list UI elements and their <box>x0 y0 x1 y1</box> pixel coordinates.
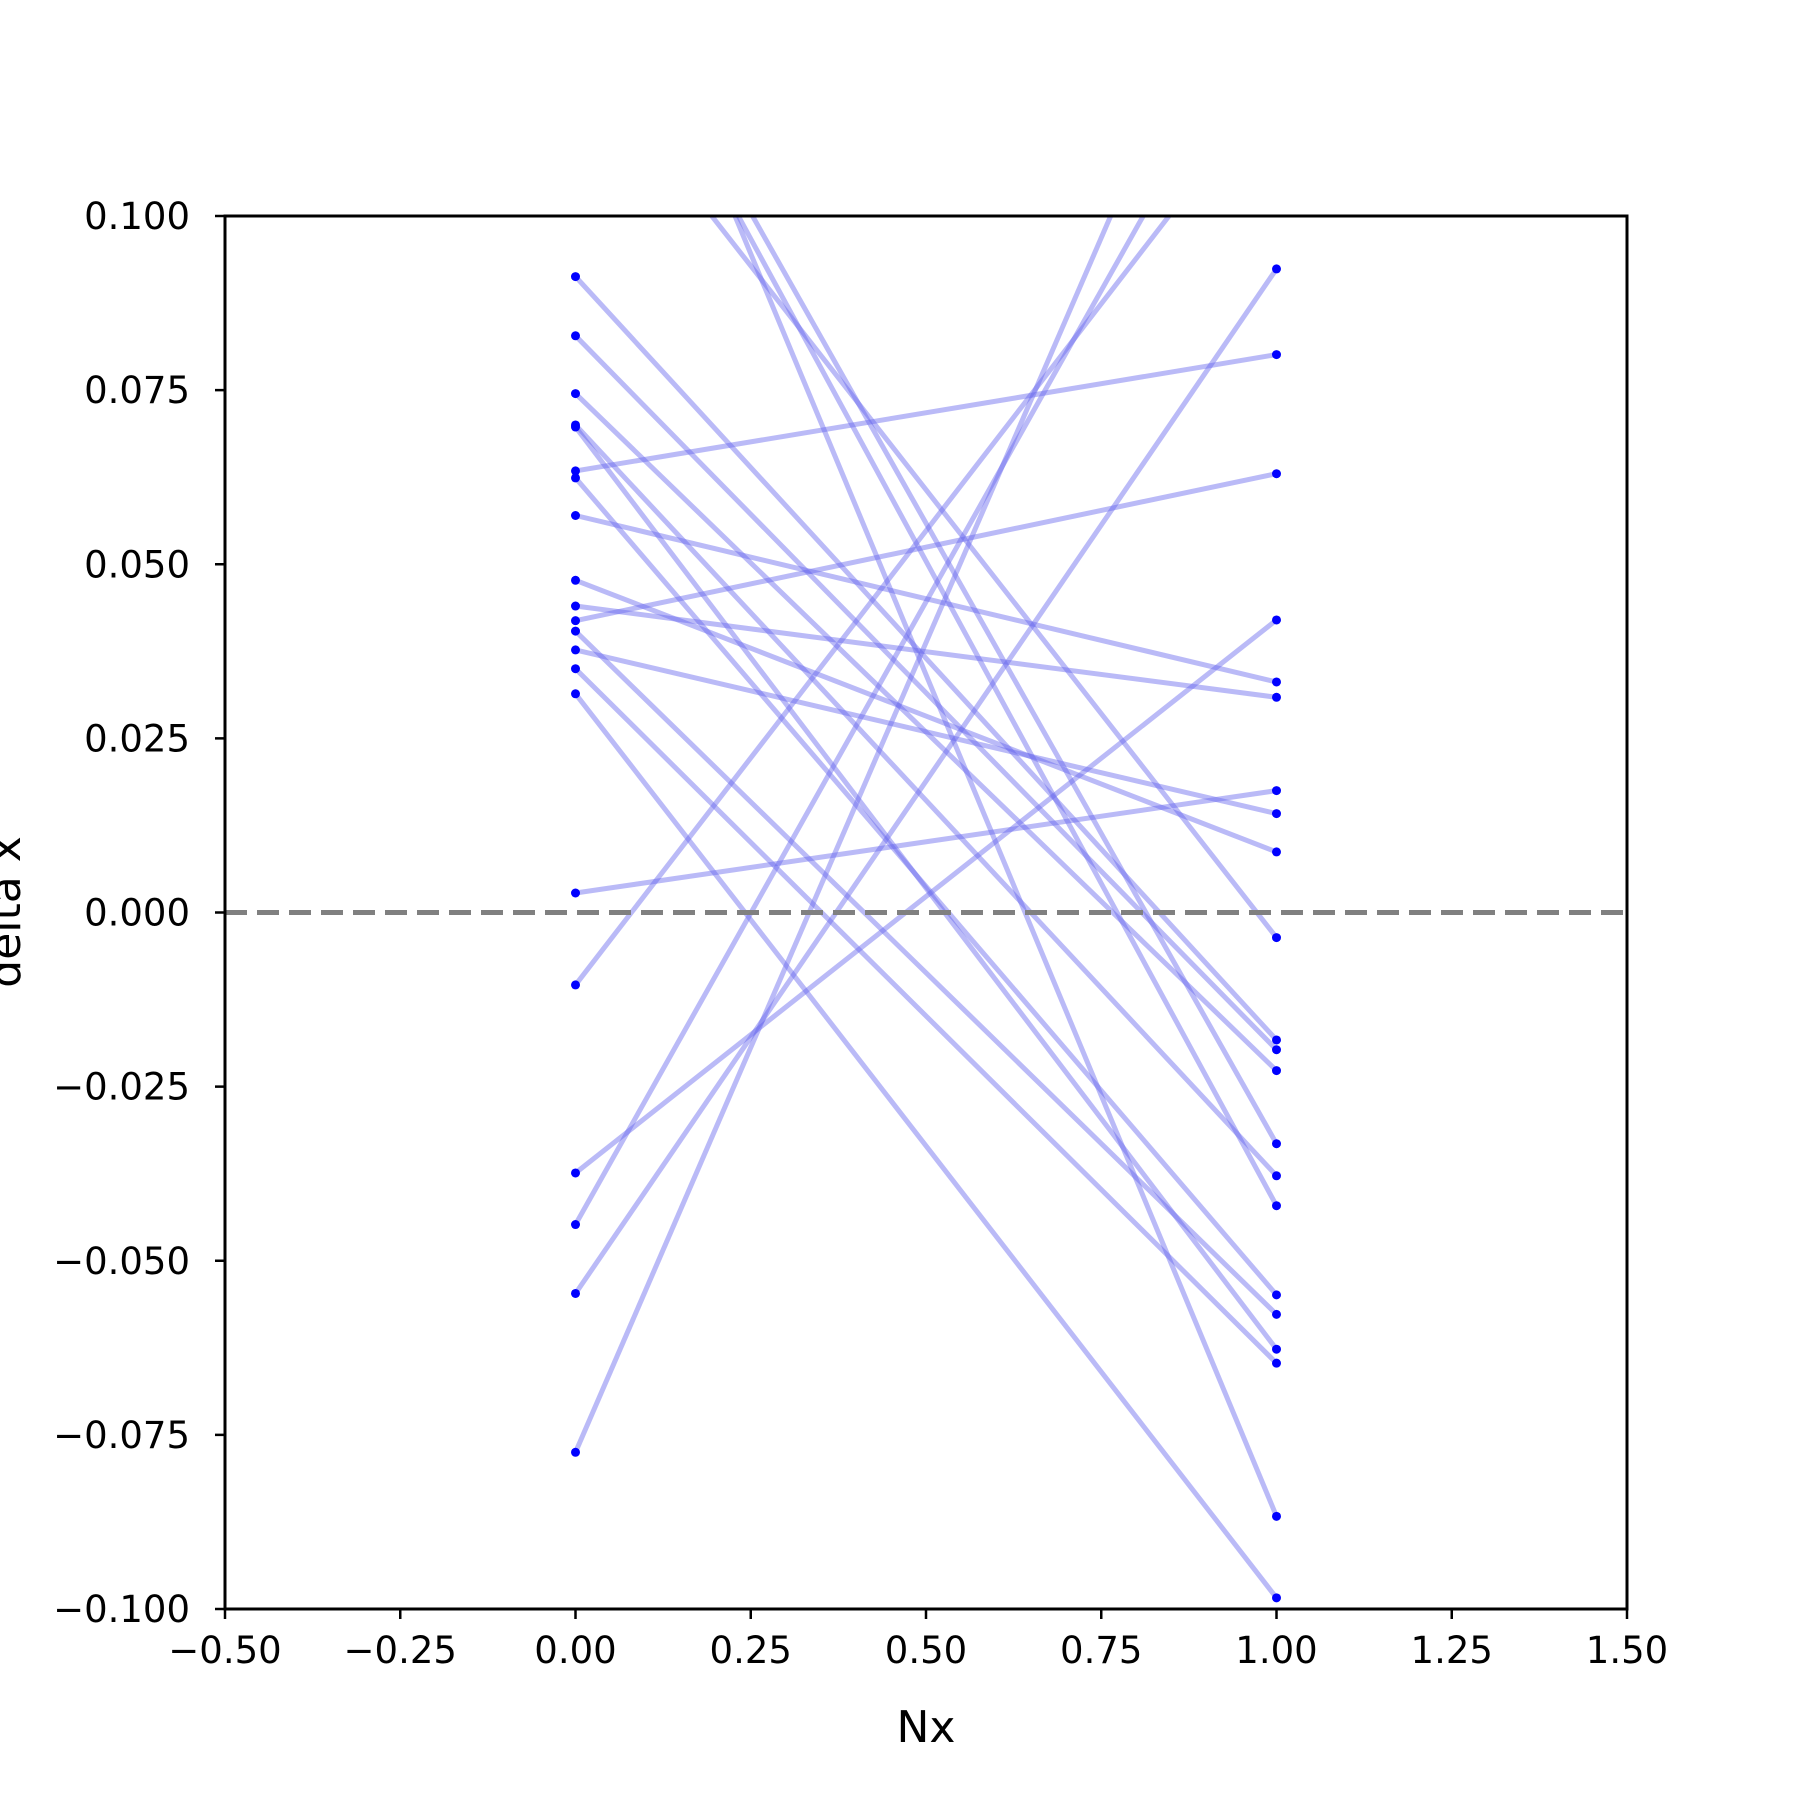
segment-line-11 <box>574 471 1278 624</box>
segment-line-7 <box>573 476 1279 1297</box>
x-tick-label: 1.00 <box>1235 1629 1317 1672</box>
segment-line-23 <box>708 216 1279 940</box>
point-end-10 <box>1272 692 1281 702</box>
segment-line-4 <box>573 423 1279 1178</box>
y-tick-label: −0.025 <box>53 1066 190 1109</box>
x-tick-label: 1.50 <box>1586 1629 1668 1672</box>
segment-line-25 <box>732 216 1279 1518</box>
point-end-1 <box>1272 1035 1281 1045</box>
x-tick-label: 1.25 <box>1411 1629 1493 1672</box>
segment-line-17 <box>573 216 1173 987</box>
point-end-5 <box>1272 1344 1281 1354</box>
x-tick-label: −0.50 <box>168 1629 281 1672</box>
point-start-6 <box>571 466 580 476</box>
point-start-15 <box>571 689 580 699</box>
point-start-14 <box>571 664 580 674</box>
point-end-7 <box>1272 1290 1281 1300</box>
point-start-20 <box>571 1288 580 1298</box>
data-points <box>571 264 1281 1603</box>
point-start-2 <box>571 331 580 341</box>
segment-line-22 <box>735 216 1279 1207</box>
point-end-22 <box>1272 1201 1281 1211</box>
segment-line-2 <box>573 334 1279 1052</box>
point-end-3 <box>1272 1066 1281 1076</box>
segment-line-14 <box>573 666 1279 1365</box>
point-end-14 <box>1272 1358 1281 1368</box>
y-tick-label: −0.100 <box>53 1588 190 1631</box>
segment-line-12 <box>573 629 1279 1317</box>
point-end-13 <box>1272 809 1281 819</box>
point-end-9 <box>1272 847 1281 857</box>
y-tick-label: −0.075 <box>53 1414 190 1457</box>
segment-line-20 <box>573 267 1279 1295</box>
point-start-1 <box>571 272 580 282</box>
point-end-2 <box>1272 1045 1281 1055</box>
segment-line-10 <box>575 603 1277 700</box>
x-tick-label: 0.25 <box>710 1629 792 1672</box>
segment-line-15 <box>573 692 1279 1600</box>
point-end-23 <box>1272 933 1281 943</box>
data-segments <box>573 216 1279 1600</box>
segment-line-3 <box>573 391 1279 1073</box>
point-start-5 <box>571 422 580 432</box>
segment-line-19 <box>573 216 1147 1226</box>
y-tick-label: 0.025 <box>84 717 190 760</box>
y-tick-label: −0.050 <box>53 1240 190 1283</box>
point-end-18 <box>1272 615 1281 625</box>
y-tick-label: 0.100 <box>84 195 190 238</box>
point-start-11 <box>571 616 580 626</box>
point-end-15 <box>1272 1593 1281 1603</box>
point-end-12 <box>1272 1309 1281 1319</box>
segment-line-13 <box>574 647 1278 817</box>
point-end-4 <box>1272 1171 1281 1181</box>
x-axis-title: Nx <box>897 1702 956 1753</box>
point-start-12 <box>571 626 580 636</box>
point-start-19 <box>571 1220 580 1230</box>
x-tick-label: 0.75 <box>1060 1629 1142 1672</box>
x-tick-label: −0.25 <box>344 1629 457 1672</box>
segment-line-18 <box>573 618 1279 1175</box>
y-tick-label: 0.050 <box>84 543 190 586</box>
point-end-25 <box>1272 1511 1281 1521</box>
y-axis-title: delta x <box>0 836 31 987</box>
segment-line-6 <box>575 352 1277 474</box>
point-end-6 <box>1272 350 1281 360</box>
point-start-9 <box>571 575 580 585</box>
point-end-8 <box>1272 677 1281 687</box>
x-tick-label: 0.50 <box>885 1629 967 1672</box>
segment-line-21 <box>573 216 1114 1454</box>
point-end-24 <box>1272 1139 1281 1149</box>
y-axis: −0.100 −0.075 −0.050 −0.025 0.000 0.025 0.050 0… <box>53 195 225 1631</box>
point-start-18 <box>571 1168 580 1178</box>
y-tick-label: 0.075 <box>84 369 190 412</box>
point-end-20 <box>1272 264 1281 274</box>
segment-line-8 <box>574 513 1278 685</box>
segment-line-5 <box>573 425 1279 1351</box>
point-end-11 <box>1272 469 1281 479</box>
point-start-13 <box>571 645 580 655</box>
point-start-17 <box>571 980 580 990</box>
point-start-8 <box>571 510 580 520</box>
point-start-21 <box>571 1447 580 1457</box>
x-tick-label: 0.00 <box>534 1629 616 1672</box>
point-start-10 <box>571 601 580 611</box>
segment-line-16 <box>575 788 1277 896</box>
point-start-7 <box>571 473 580 483</box>
x-axis: −0.50 −0.25 0.00 0.25 0.50 0.75 1.00 1.25 1.50 <box>168 1609 1668 1672</box>
point-start-16 <box>571 888 580 898</box>
segment-line-24 <box>749 216 1279 1145</box>
segment-line-9 <box>574 577 1278 855</box>
point-start-3 <box>571 389 580 399</box>
point-end-16 <box>1272 786 1281 796</box>
y-tick-label: 0.000 <box>84 892 190 935</box>
